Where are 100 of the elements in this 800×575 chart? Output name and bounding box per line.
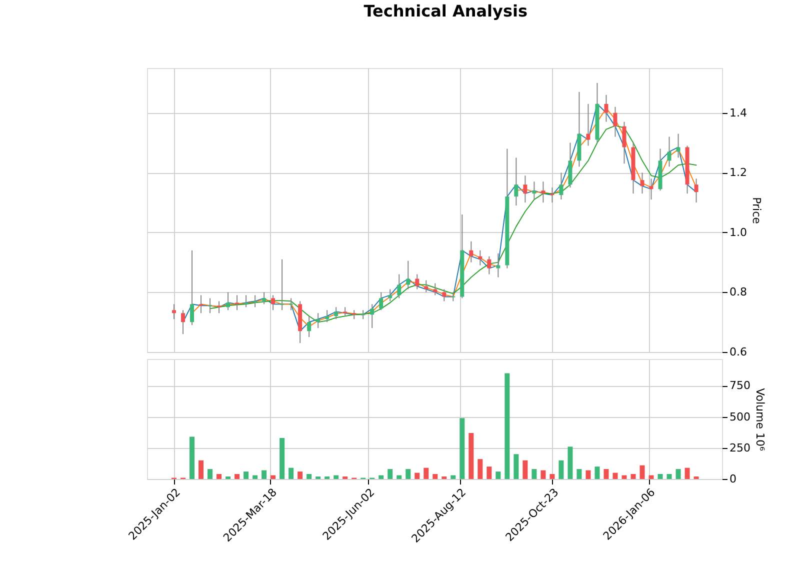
bar [298, 472, 303, 479]
candlestick [415, 274, 420, 290]
bar [216, 474, 222, 479]
bar [586, 470, 591, 479]
candlestick [226, 292, 230, 311]
candlestick [667, 136, 672, 168]
bar [568, 446, 573, 479]
candlestick [523, 175, 528, 204]
bar [504, 373, 510, 479]
bar [334, 475, 339, 479]
candlestick [478, 250, 482, 266]
candlestick [172, 304, 176, 320]
candlestick [532, 181, 536, 200]
bar [244, 472, 249, 479]
bar [630, 474, 636, 479]
candlestick [388, 288, 392, 302]
bar [558, 460, 564, 479]
bar [496, 472, 501, 479]
candlestick [244, 294, 248, 308]
y-tick-label: 500 [730, 410, 750, 424]
y-tick-label: 1.0 [730, 226, 747, 239]
candlestick [433, 282, 438, 296]
bar [640, 465, 645, 479]
y-tick-label: 0.6 [730, 346, 747, 358]
bar [234, 474, 240, 479]
bar [280, 438, 285, 479]
candlestick [316, 312, 320, 329]
y-tick-label: 0.8 [730, 286, 747, 299]
y-axis-title: Price [750, 197, 763, 224]
candlestick [307, 316, 312, 338]
bar [684, 468, 690, 479]
y-tick-label: 1.4 [730, 106, 747, 120]
bar [378, 475, 384, 479]
candlestick [640, 172, 644, 194]
candlestick [649, 178, 654, 200]
bar [306, 474, 312, 479]
candlestick [217, 300, 222, 314]
bar [432, 474, 438, 479]
bar [676, 469, 681, 479]
bar [604, 469, 609, 479]
candlestick [199, 294, 204, 314]
candlestick [271, 294, 276, 311]
candlestick [676, 133, 680, 158]
candlestick [496, 252, 500, 278]
bar [468, 432, 474, 479]
candlestick [559, 172, 564, 200]
candlestick [442, 288, 446, 302]
bar [190, 436, 195, 479]
bar [522, 460, 528, 479]
chart-title: Technical Analysis [364, 2, 528, 20]
y-tick-label: 250 [730, 441, 750, 454]
y-tick-label: 0 [730, 472, 736, 486]
bar [514, 454, 519, 479]
candlestick [541, 181, 546, 204]
bar [666, 474, 672, 479]
candlestick [334, 306, 338, 320]
candlestick [253, 294, 258, 308]
candlestick [424, 280, 428, 293]
candlestick [568, 142, 572, 188]
candlestick [487, 256, 492, 275]
bar [424, 468, 429, 479]
candlestick [208, 298, 212, 314]
candlestick [181, 310, 186, 335]
bar [478, 459, 483, 479]
y-tick-label: 750 [730, 379, 750, 392]
candlestick [397, 274, 402, 299]
candlestick [604, 94, 608, 122]
bar [208, 469, 213, 479]
candlestick [379, 292, 384, 311]
candlestick [289, 298, 294, 311]
bar [532, 469, 537, 479]
bar [486, 466, 492, 479]
bar [648, 475, 654, 479]
candlestick [370, 304, 374, 329]
bar [450, 475, 456, 479]
bar [414, 472, 420, 479]
bar [406, 469, 411, 479]
candlestick [613, 106, 618, 138]
bar [288, 468, 294, 479]
bar [594, 466, 600, 479]
bar [270, 475, 276, 479]
candlestick [514, 157, 518, 206]
y-tick-label: 1.2 [730, 166, 747, 180]
bar [622, 475, 627, 479]
bar [540, 470, 546, 479]
candlestick [469, 240, 474, 263]
bar [262, 470, 267, 479]
candlestick [586, 103, 590, 146]
candlestick [694, 178, 698, 204]
candlestick [280, 258, 284, 311]
candlestick [325, 310, 330, 323]
bar [460, 418, 465, 479]
candlestick [406, 260, 410, 290]
candlestick [262, 292, 266, 305]
bar [396, 475, 402, 479]
bar [252, 475, 258, 479]
bar [388, 469, 393, 479]
candlestick [622, 121, 626, 164]
candlestick [550, 187, 554, 204]
y-axis-title: Volume 10⁶ [753, 388, 766, 452]
